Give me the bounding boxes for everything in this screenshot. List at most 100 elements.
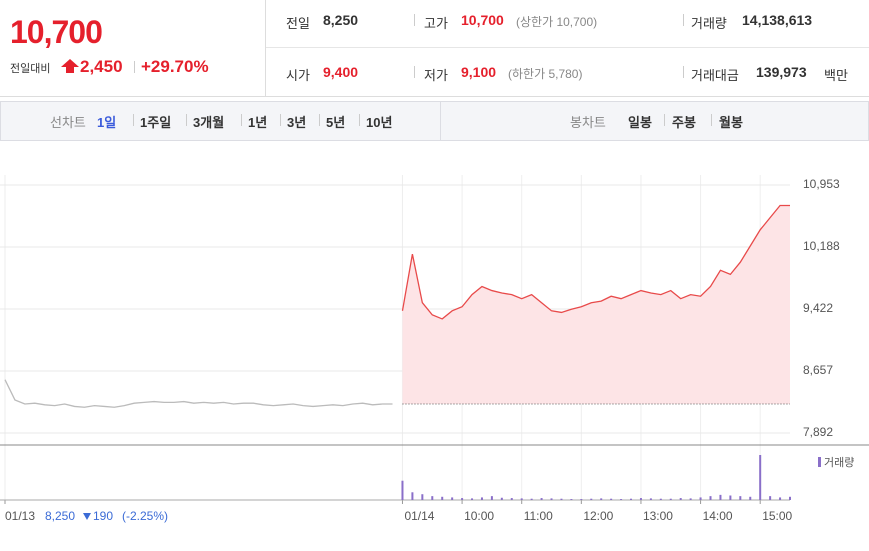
amount-label: 거래대금 <box>691 68 739 83</box>
volume-bar <box>510 498 513 500</box>
period-tab[interactable]: 1주일 <box>140 115 172 130</box>
y-tick-label: 10,953 <box>803 177 840 191</box>
high: 10,700 <box>461 12 504 28</box>
volume-bar <box>411 492 414 500</box>
period-tab[interactable]: 3년 <box>287 115 307 130</box>
volume-bar <box>769 496 772 500</box>
volume-bar <box>441 496 444 500</box>
separator <box>414 66 415 78</box>
separator <box>319 114 320 126</box>
separator <box>280 114 281 126</box>
x-tick-label: 12:00 <box>583 509 613 523</box>
line-chart-label: 선차트 <box>50 115 86 130</box>
down-arrow <box>83 513 91 520</box>
x-tick-label: 15:00 <box>762 509 792 523</box>
volume: 14,138,613 <box>742 12 813 28</box>
separator <box>683 14 684 26</box>
change: 2,450 <box>80 57 123 76</box>
prev-close: 8,250 <box>45 509 75 523</box>
separator <box>414 14 415 26</box>
high-label: 고가 <box>424 16 448 31</box>
lower-limit: (하한가 5,780) <box>508 67 583 81</box>
x-tick-label: 14:00 <box>703 509 733 523</box>
volume-bar <box>669 498 672 500</box>
low-label: 저가 <box>424 68 448 83</box>
volume-bar <box>580 499 583 500</box>
volume-bar <box>689 498 692 500</box>
y-tick-label: 8,657 <box>803 363 833 377</box>
y-tick-label: 9,422 <box>803 301 833 315</box>
period-tab[interactable]: 3개월 <box>193 115 225 130</box>
volume-bar <box>649 498 652 500</box>
separator <box>186 114 187 126</box>
separator <box>359 114 360 126</box>
candle-tab[interactable]: 월봉 <box>719 115 743 130</box>
x-tick-label: 01/14 <box>404 509 434 523</box>
volume-bar <box>530 498 533 500</box>
prev-change-pct: (-2.25%) <box>122 509 168 523</box>
volume-bar <box>679 498 682 500</box>
volume-bar <box>431 496 434 500</box>
separator <box>711 114 712 126</box>
change-pct: +29.70% <box>141 57 209 76</box>
volume-bar <box>451 497 454 500</box>
volume-bar <box>590 498 593 500</box>
candle-chart-label: 봉차트 <box>570 115 606 130</box>
upper-limit: (상한가 10,700) <box>516 15 598 29</box>
volume-bar <box>630 498 633 500</box>
amount: 139,973 <box>756 64 807 80</box>
prev-close-label: 전일 <box>286 16 310 31</box>
area-fill <box>402 205 790 404</box>
volume-bar <box>520 498 523 500</box>
x-tick-label: 10:00 <box>464 509 494 523</box>
legend-swatch <box>818 457 821 467</box>
period-tab[interactable]: 1년 <box>248 115 268 130</box>
volume-bar <box>401 480 404 500</box>
change-label: 전일대비 <box>10 63 51 75</box>
prev-change: 190 <box>93 509 113 523</box>
price-line <box>4 379 393 408</box>
volume-bar <box>421 494 424 500</box>
separator <box>683 66 684 78</box>
price: 10,700 <box>10 14 103 50</box>
candle-tab[interactable]: 주봉 <box>672 115 696 130</box>
volume-label: 거래량 <box>691 16 727 31</box>
tab-bar <box>0 101 869 141</box>
volume-bar <box>759 455 762 500</box>
period-tab[interactable]: 10년 <box>366 115 393 130</box>
open-label: 시가 <box>286 68 310 83</box>
open: 9,400 <box>323 64 359 80</box>
volume-bar <box>729 495 732 500</box>
volume-bar <box>570 499 573 500</box>
divider <box>440 102 441 140</box>
volume-bar <box>560 498 563 500</box>
period-tab[interactable]: 5년 <box>326 115 346 130</box>
volume-bar <box>709 496 712 500</box>
y-tick-label: 10,188 <box>803 239 840 253</box>
volume-bar <box>610 498 613 500</box>
legend-label: 거래량 <box>824 456 854 469</box>
period-tab[interactable]: 1일 <box>97 115 117 130</box>
volume-bar <box>719 494 722 500</box>
candle-tab[interactable]: 일봉 <box>628 115 652 130</box>
amount-unit: 백만 <box>824 68 848 83</box>
volume-bar <box>471 498 474 500</box>
volume-bar <box>739 496 742 500</box>
separator <box>133 114 134 126</box>
x-tick-label: 11:00 <box>524 509 553 523</box>
volume-bar <box>620 499 623 500</box>
x-tick-label: 01/13 <box>5 509 35 523</box>
x-tick-label: 13:00 <box>643 509 673 523</box>
divider <box>265 0 266 96</box>
volume-bar <box>461 498 464 500</box>
divider <box>266 47 869 48</box>
volume-bar <box>490 496 493 500</box>
separator <box>664 114 665 126</box>
prev-close: 8,250 <box>323 12 359 28</box>
price-line <box>401 204 790 320</box>
volume-bar <box>659 498 662 500</box>
volume-bar <box>600 498 603 500</box>
up-arrow <box>61 59 79 73</box>
